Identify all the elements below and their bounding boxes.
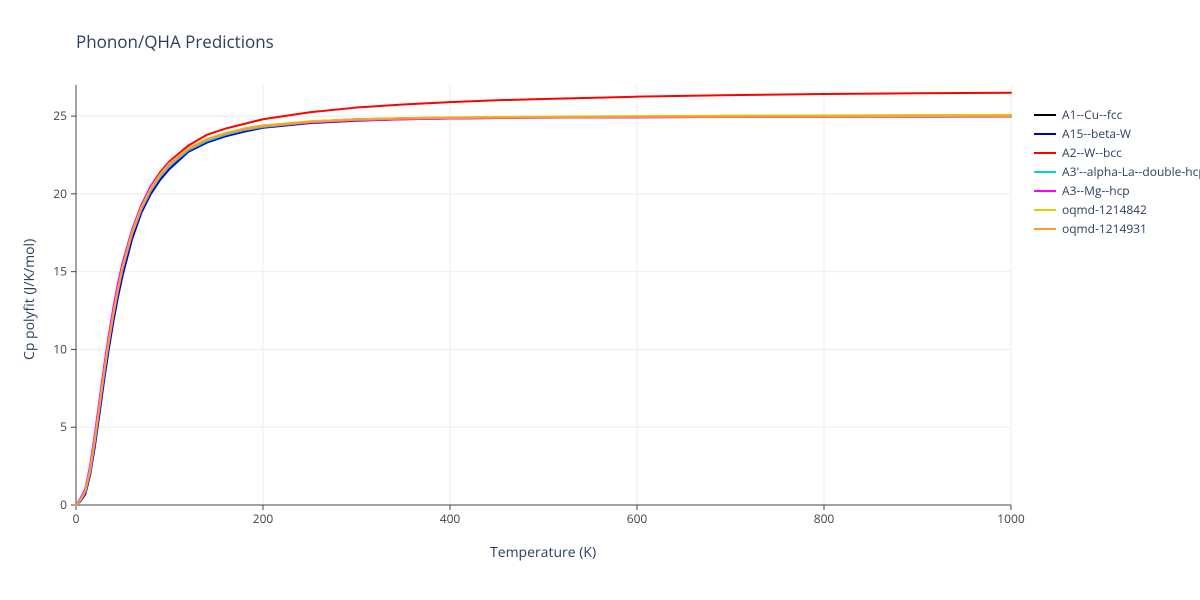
x-tick-label: 200 — [253, 510, 274, 527]
x-axis-label: Temperature (K) — [490, 543, 596, 562]
legend-label: A3--Mg--hcp — [1062, 182, 1130, 199]
y-tick-label: 0 — [60, 496, 67, 513]
x-tick-label: 800 — [814, 510, 835, 527]
series-line[interactable] — [76, 93, 1011, 505]
legend-item[interactable]: A15--beta-W — [1034, 124, 1200, 143]
legend-swatch — [1034, 152, 1056, 154]
legend-label: oqmd-1214842 — [1062, 201, 1147, 218]
legend-swatch — [1034, 114, 1056, 116]
chart-canvas: 0 200 400 600 800 1000 0 5 10 15 20 25 — [0, 0, 1200, 600]
legend-label: A15--beta-W — [1062, 125, 1131, 142]
legend-swatch — [1034, 171, 1056, 173]
x-tick-label: 400 — [440, 510, 461, 527]
legend-label: A2--W--bcc — [1062, 144, 1122, 161]
series-line[interactable] — [76, 117, 1011, 505]
legend-item[interactable]: A3--Mg--hcp — [1034, 181, 1200, 200]
legend: A1--Cu--fcc A15--beta-W A2--W--bcc A3'--alp… — [1034, 105, 1200, 238]
legend-swatch — [1034, 133, 1056, 135]
legend-swatch — [1034, 190, 1056, 192]
y-axis-label: Cp polyfit (J/K/mol) — [20, 239, 39, 360]
x-tick-label: 0 — [73, 510, 80, 527]
legend-item[interactable]: A1--Cu--fcc — [1034, 105, 1200, 124]
series-line[interactable] — [76, 116, 1011, 505]
x-tick-label: 1000 — [997, 510, 1025, 527]
legend-label: A3'--alpha-La--double-hcp — [1062, 163, 1200, 180]
y-tick-label: 5 — [60, 418, 67, 435]
series-line[interactable] — [76, 116, 1011, 505]
series-line[interactable] — [76, 116, 1011, 505]
legend-swatch — [1034, 209, 1056, 211]
series-line[interactable] — [76, 115, 1011, 505]
x-tick-label: 600 — [627, 510, 648, 527]
legend-item[interactable]: oqmd-1214842 — [1034, 200, 1200, 219]
legend-label: A1--Cu--fcc — [1062, 106, 1122, 123]
legend-swatch — [1034, 228, 1056, 230]
y-tick-label: 20 — [53, 185, 67, 202]
legend-label: oqmd-1214931 — [1062, 220, 1147, 237]
y-tick-label: 10 — [53, 340, 67, 357]
legend-item[interactable]: A2--W--bcc — [1034, 143, 1200, 162]
y-tick-label: 25 — [53, 107, 67, 124]
legend-item[interactable]: A3'--alpha-La--double-hcp — [1034, 162, 1200, 181]
legend-item[interactable]: oqmd-1214931 — [1034, 219, 1200, 238]
series-line[interactable] — [76, 117, 1011, 505]
y-tick-label: 15 — [53, 263, 67, 280]
